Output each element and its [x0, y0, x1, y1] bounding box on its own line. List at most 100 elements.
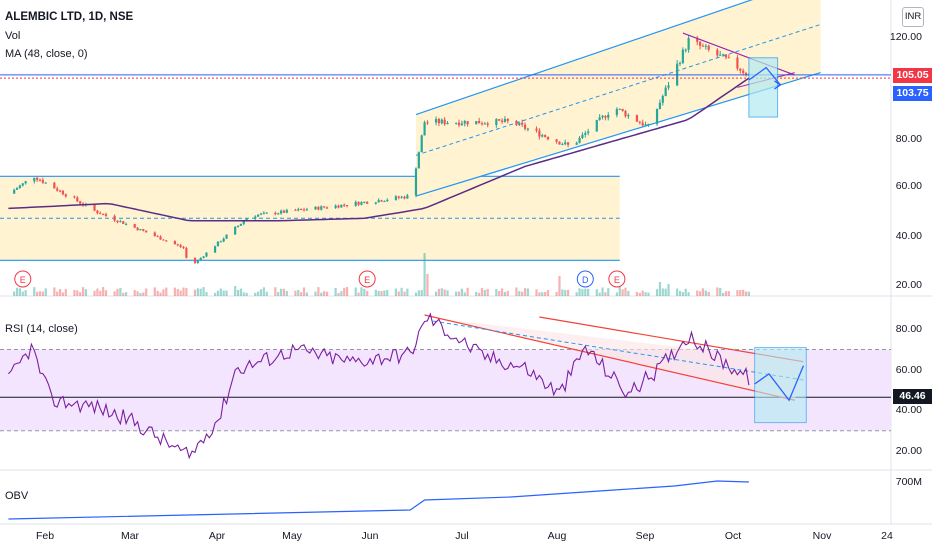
volume-bar — [397, 291, 400, 296]
volume-bar — [443, 289, 446, 296]
candle-body — [526, 128, 529, 130]
candle-body — [314, 206, 317, 210]
volume-bar — [145, 288, 148, 296]
candle-body — [446, 122, 449, 125]
volume-bar — [104, 290, 108, 296]
candle-body — [274, 212, 277, 215]
candle-body — [122, 221, 125, 224]
candle-body — [604, 115, 607, 118]
candle-body — [455, 122, 458, 124]
volume-bar — [15, 287, 19, 296]
candle-body — [558, 141, 561, 145]
volume-bar — [196, 288, 199, 296]
candle-body — [345, 205, 349, 207]
candle-body — [277, 213, 280, 215]
volume-bar — [377, 290, 380, 296]
candle-body — [397, 196, 400, 198]
candle-body — [483, 123, 486, 125]
rsi-legend[interactable]: RSI (14, close) — [5, 323, 78, 335]
volume-bar — [345, 287, 349, 296]
x-tick-mar: Mar — [120, 530, 140, 542]
volume-bar — [357, 292, 360, 296]
volume-bar — [687, 292, 690, 296]
candle-body — [420, 135, 423, 153]
candle-body — [302, 209, 306, 211]
ma-legend[interactable]: MA (48, close, 0) — [5, 48, 88, 60]
candle-body — [541, 135, 544, 137]
volume-bar — [340, 291, 343, 296]
price-projection-arrow — [748, 66, 781, 86]
candle-body — [584, 133, 587, 135]
volume-bar — [647, 292, 650, 296]
candle-body — [724, 54, 728, 58]
volume-bar — [607, 288, 610, 296]
volume-bar — [33, 287, 36, 296]
volume-bar — [498, 291, 501, 296]
volume-bar — [216, 290, 220, 296]
obv-legend[interactable]: OBV — [5, 490, 29, 502]
x-tick-24: 24 — [881, 530, 893, 542]
volume-bar — [546, 290, 550, 296]
candle-body — [219, 241, 222, 243]
volume-bar — [363, 288, 366, 296]
candle-body — [566, 142, 570, 145]
candle-body — [354, 201, 357, 206]
volume-bar — [667, 284, 670, 296]
rsi-tick: 80.00 — [895, 323, 922, 335]
candle-body — [213, 246, 217, 253]
volume-bar — [36, 291, 39, 296]
rsi-projection-box — [754, 346, 807, 424]
volume-bar — [61, 292, 65, 296]
volume-bar — [179, 290, 182, 296]
candle-body — [635, 115, 639, 122]
volume-bar — [343, 287, 346, 296]
volume-bar — [503, 291, 507, 296]
candle-body — [366, 201, 369, 204]
event-marker-label: E — [614, 275, 620, 285]
candle-body — [36, 177, 39, 180]
candle-body — [113, 215, 116, 221]
candle-body — [125, 223, 128, 225]
currency-button[interactable]: INR — [902, 7, 924, 27]
candle-body — [434, 119, 438, 123]
candle-body — [104, 214, 108, 216]
candle-body — [64, 194, 67, 197]
candle-body — [216, 241, 220, 247]
volume-bar — [400, 287, 403, 296]
candle-body — [357, 201, 360, 205]
volume-bar — [44, 288, 47, 296]
rsi-value-tag: 46.46 — [893, 389, 932, 404]
candle-body — [305, 209, 309, 211]
symbol-title[interactable]: ALEMBIC LTD, 1D, NSE — [5, 11, 134, 23]
price-tick: 20.00 — [895, 279, 922, 291]
candle-body — [182, 246, 185, 248]
candle-body — [205, 252, 208, 257]
candle-body — [44, 182, 47, 184]
volume-bar — [483, 290, 486, 296]
volume-bar — [383, 290, 386, 296]
volume-bar — [21, 291, 24, 296]
candle-body — [76, 197, 79, 202]
current-price-tag: 105.05 — [893, 68, 932, 83]
volume-bar — [205, 291, 208, 296]
candle-body — [262, 212, 265, 214]
volume-bar — [707, 291, 710, 296]
volume-bar — [578, 288, 581, 296]
event-marker — [358, 270, 376, 288]
volume-bar — [518, 291, 521, 296]
volume-bar — [523, 288, 527, 296]
volume-bar — [176, 288, 179, 296]
event-marker-label: E — [20, 275, 26, 285]
volume-bar — [724, 291, 728, 296]
volume-bar — [53, 287, 56, 296]
volume-bar — [564, 289, 567, 296]
volume-bar — [334, 288, 337, 296]
volume-bar — [113, 291, 116, 296]
volume-bar — [305, 292, 309, 296]
candle-body — [142, 229, 145, 231]
volume-legend[interactable]: Vol — [5, 30, 21, 42]
volume-bar — [739, 290, 742, 296]
x-tick-feb: Feb — [35, 530, 55, 542]
volume-bar — [604, 292, 607, 296]
